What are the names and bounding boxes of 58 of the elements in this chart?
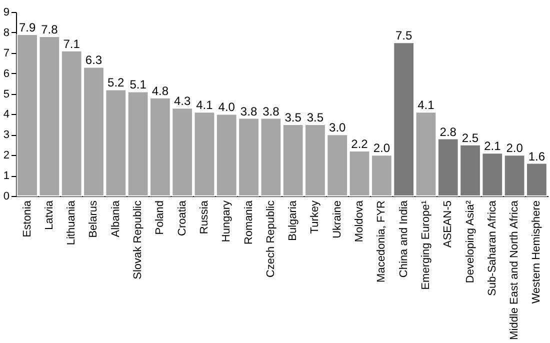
data-label: 7.8 — [41, 22, 58, 37]
data-label: 3.5 — [284, 110, 302, 124]
x-tick-label: Latvia — [43, 200, 56, 230]
data-label: 2.8 — [440, 124, 457, 139]
x-tick-label: Turkey — [309, 200, 322, 234]
data-label: 7.5 — [395, 28, 412, 43]
y-tick-label: 3 — [3, 129, 10, 142]
x-tick-label: Ukraine — [331, 200, 344, 238]
data-label: 5.1 — [130, 78, 147, 92]
y-tick-label: 6 — [3, 68, 10, 80]
x-tick-label: Developing Asia² — [464, 200, 476, 284]
y-tick-label: 8 — [3, 26, 10, 39]
data-label: 4.1 — [196, 98, 214, 112]
x-tick-label: Middle East and North Africa — [508, 200, 521, 340]
data-label: 3.8 — [240, 104, 258, 118]
y-tick-label: 1 — [3, 170, 10, 182]
data-label: 3.5 — [306, 110, 324, 124]
x-tick-label: Emerging Europe¹ — [420, 200, 432, 290]
x-tick-label: Albania — [110, 200, 122, 238]
data-label: 2.5 — [462, 130, 479, 145]
x-tick-label: Romania — [242, 200, 255, 245]
x-tick-label: Estonia — [21, 200, 34, 238]
x-tick-label: Western Hemisphere — [530, 200, 543, 304]
data-label: 3.0 — [329, 120, 346, 135]
data-label: 5.2 — [108, 76, 125, 90]
y-tick-label: 5 — [3, 88, 10, 100]
data-label: 1.6 — [528, 149, 546, 164]
x-tick-label: ASEAN-5 — [442, 200, 454, 248]
data-label: 2.0 — [506, 141, 524, 156]
x-tick-label: Macedonia, FYR — [376, 200, 388, 282]
x-tick-label: Belarus — [88, 200, 100, 238]
x-tick-label: Croatia — [176, 200, 188, 236]
data-label: 2.2 — [351, 137, 368, 152]
x-tick-label: Poland — [154, 200, 166, 235]
x-tick-label: Hungary — [220, 200, 233, 242]
y-tick-label: 9 — [3, 6, 10, 18]
data-label: 7.1 — [63, 36, 80, 51]
x-tick-label: Moldova — [354, 200, 366, 242]
x-tick-label: Czech Republic — [264, 200, 277, 278]
data-label: 2.0 — [373, 141, 390, 156]
x-tick-label: Russia — [198, 200, 210, 234]
y-tick-label: 0 — [3, 190, 10, 202]
y-tick-label: 4 — [3, 108, 10, 121]
data-label: 4.0 — [218, 100, 236, 114]
x-tick-label: Sub-Saharan Africa — [486, 200, 498, 296]
x-tick-label: China and India — [398, 200, 410, 278]
data-label: 4.8 — [152, 84, 169, 98]
x-tick-label: Bulgaria — [287, 200, 300, 241]
data-label: 4.1 — [418, 98, 435, 112]
y-tick-label: 2 — [3, 150, 10, 162]
data-label: 7.9 — [18, 20, 36, 34]
data-label: 2.1 — [484, 139, 502, 154]
data-label: 4.3 — [174, 94, 191, 108]
data-label: 3.8 — [262, 104, 280, 118]
y-tick-label: 7 — [3, 47, 10, 60]
x-tick-label: Lithuania — [66, 200, 78, 246]
data-label: 6.3 — [85, 53, 102, 68]
x-tick-label: Slovak Republic — [132, 200, 144, 280]
